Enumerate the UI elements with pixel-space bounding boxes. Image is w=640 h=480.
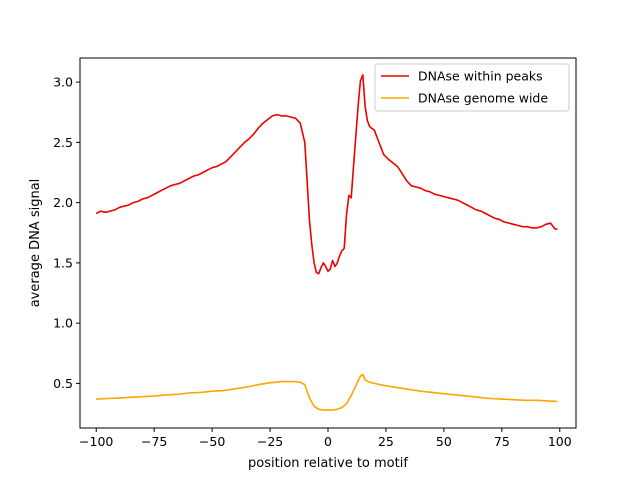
y-tick-label: 1.0 [53,316,73,331]
x-tick-label: 100 [548,434,572,449]
x-tick-label: −50 [199,434,225,449]
plot-area-frame [79,57,577,429]
legend: DNAse within peaks DNAse genome wide [374,63,570,112]
legend-box [374,63,570,112]
y-tick-label: 3.0 [53,75,73,90]
series-line-within-peaks [95,74,558,275]
y-tick-label: 0.5 [53,376,73,391]
x-tick-label: 0 [324,434,332,449]
y-tick-label: 1.5 [53,255,73,270]
y-tick-label: 2.5 [53,135,73,150]
x-axis-ticks: −100 −75 −50 −25 0 25 50 75 100 [79,428,572,449]
y-axis-ticks: 0.5 1.0 1.5 2.0 2.5 3.0 [53,75,80,391]
x-tick-label: −75 [141,434,167,449]
legend-label-genome-wide: DNAse genome wide [418,91,548,106]
x-tick-label: −100 [79,434,113,449]
series-line-genome-wide [96,373,558,411]
x-tick-label: 50 [436,434,452,449]
x-tick-label: 25 [378,434,394,449]
y-axis-label: average DNA signal [28,179,43,308]
legend-label-within-peaks: DNAse within peaks [418,69,543,84]
series-lines [95,74,558,411]
y-tick-label: 2.0 [53,195,73,210]
x-axis-label: position relative to motif [248,456,408,471]
x-tick-label: 75 [494,434,510,449]
x-tick-label: −25 [257,434,283,449]
